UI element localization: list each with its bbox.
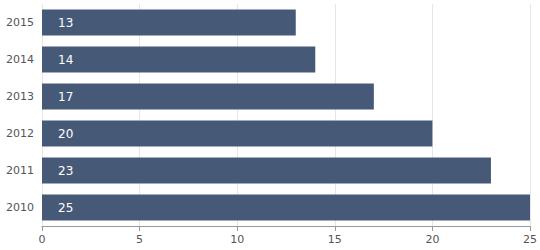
svg-text:20: 20 <box>425 233 439 246</box>
svg-text:5: 5 <box>136 233 143 246</box>
svg-text:25: 25 <box>58 201 73 215</box>
svg-text:20: 20 <box>58 127 73 141</box>
svg-text:2014: 2014 <box>6 53 34 66</box>
svg-text:2012: 2012 <box>6 127 34 140</box>
svg-text:13: 13 <box>58 16 73 30</box>
svg-text:10: 10 <box>230 233 244 246</box>
svg-text:15: 15 <box>328 233 342 246</box>
svg-text:25: 25 <box>523 233 537 246</box>
svg-text:23: 23 <box>58 164 73 178</box>
svg-text:14: 14 <box>58 53 73 67</box>
svg-text:0: 0 <box>39 233 46 246</box>
svg-text:2015: 2015 <box>6 16 34 29</box>
svg-text:2011: 2011 <box>6 164 34 177</box>
svg-text:17: 17 <box>58 90 73 104</box>
svg-text:2010: 2010 <box>6 201 34 214</box>
svg-text:2013: 2013 <box>6 90 34 103</box>
